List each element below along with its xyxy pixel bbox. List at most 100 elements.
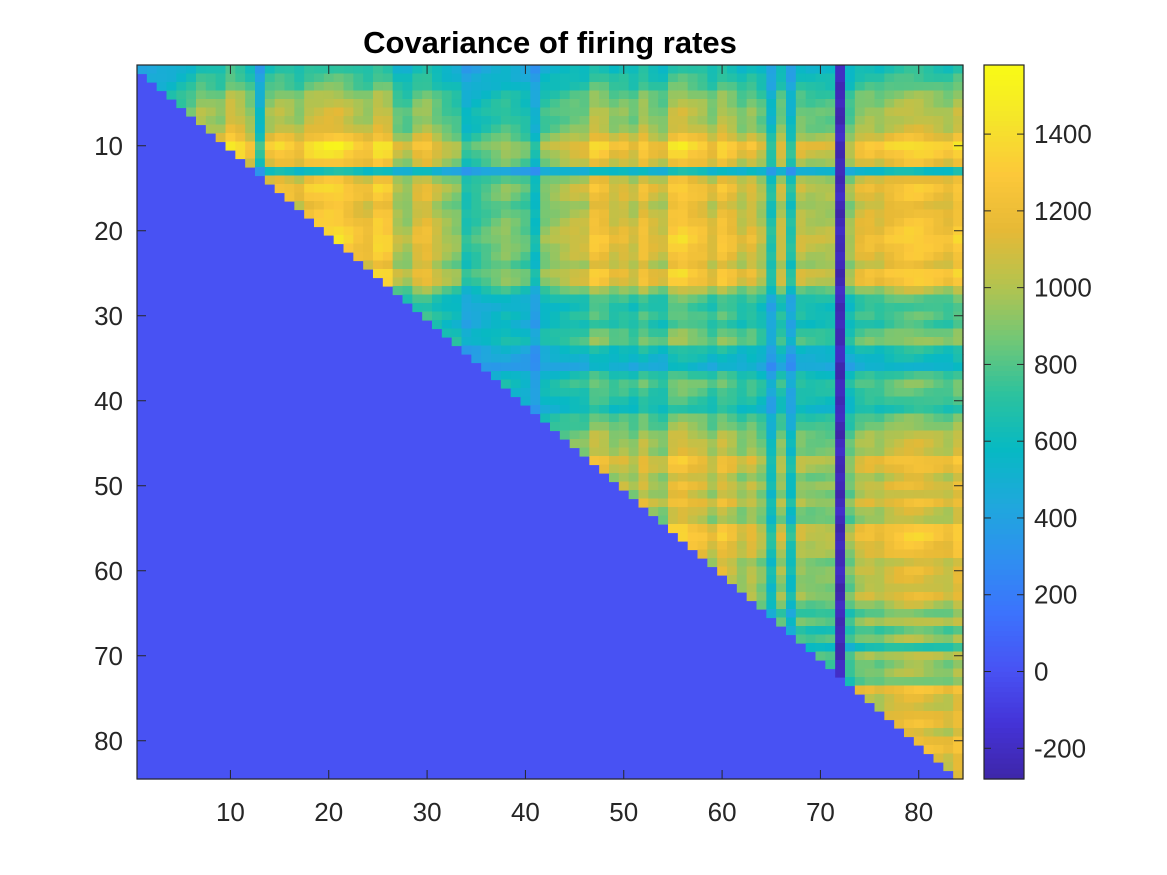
heatmap-cell — [815, 524, 826, 534]
heatmap-cell — [658, 481, 669, 491]
colorbar-segment — [984, 309, 1024, 316]
heatmap-cell — [923, 201, 935, 211]
heatmap-cell — [717, 464, 728, 474]
heatmap-cell — [618, 328, 630, 338]
heatmap-cell — [569, 226, 581, 236]
heatmap-cell — [559, 158, 571, 168]
heatmap-cell — [648, 286, 659, 296]
colorbar-segment — [984, 748, 1024, 755]
heatmap-cell — [894, 422, 905, 432]
heatmap-cell — [913, 473, 925, 483]
heatmap-cell — [559, 141, 571, 151]
heatmap-cell — [235, 150, 246, 160]
heatmap-cell — [786, 133, 797, 143]
heatmap-cell — [913, 277, 925, 287]
colorbar-segment — [984, 253, 1024, 260]
heatmap-cell — [864, 396, 876, 406]
heatmap-lower-row — [137, 549, 699, 559]
heatmap-cell — [805, 133, 817, 143]
heatmap-cell — [215, 133, 227, 143]
heatmap-cell — [933, 430, 944, 440]
heatmap-cell — [697, 73, 708, 83]
colorbar-segment — [984, 610, 1024, 617]
colorbar-segment — [984, 202, 1024, 209]
heatmap-cell — [648, 371, 659, 381]
heatmap-cell — [451, 124, 463, 134]
heatmap-cell — [854, 201, 866, 211]
heatmap-cell — [864, 430, 876, 440]
heatmap-cell — [717, 447, 728, 457]
heatmap-cell — [894, 379, 905, 389]
heatmap-cell — [550, 133, 561, 143]
heatmap-cell — [677, 218, 689, 228]
heatmap-cell — [786, 82, 797, 92]
heatmap-cell — [923, 515, 935, 525]
heatmap-cell — [953, 328, 964, 338]
colorbar-segment — [984, 620, 1024, 627]
heatmap-cell — [874, 260, 885, 270]
heatmap-cell — [540, 320, 551, 330]
heatmap-cell — [235, 82, 246, 92]
heatmap-cell — [491, 362, 502, 372]
heatmap-cell — [933, 736, 944, 746]
heatmap-cell — [677, 107, 689, 117]
heatmap-cell — [609, 116, 620, 126]
heatmap-cell — [894, 218, 905, 228]
heatmap-cell — [373, 99, 384, 109]
heatmap-cell — [687, 388, 699, 398]
heatmap-cell — [658, 515, 669, 525]
heatmap-cell — [923, 158, 935, 168]
heatmap-cell — [638, 354, 649, 364]
heatmap-cell — [510, 99, 522, 109]
heatmap-cell — [451, 141, 463, 151]
heatmap-cell — [628, 73, 640, 83]
heatmap-cell — [648, 337, 659, 347]
heatmap-cell — [736, 286, 748, 296]
heatmap-cell — [884, 226, 895, 236]
heatmap-cell — [353, 252, 364, 262]
heatmap-cell — [845, 354, 856, 364]
heatmap-cell — [510, 294, 522, 304]
heatmap-cell — [746, 396, 758, 406]
heatmap-cell — [854, 541, 866, 551]
heatmap-cell — [451, 90, 463, 100]
heatmap-cell — [294, 175, 305, 185]
heatmap-cell — [884, 303, 895, 313]
heatmap-cell — [894, 549, 905, 559]
heatmap-cell — [392, 209, 404, 219]
heatmap-cell — [618, 158, 630, 168]
heatmap-cell — [697, 396, 708, 406]
heatmap-cell — [776, 524, 787, 534]
heatmap-cell — [491, 235, 502, 245]
heatmap-cell — [766, 201, 777, 211]
heatmap-cell — [913, 379, 925, 389]
heatmap-cell — [894, 396, 905, 406]
heatmap-cell — [412, 192, 423, 202]
heatmap-cell — [943, 337, 954, 347]
heatmap-cell — [894, 541, 905, 551]
heatmap-cell — [717, 294, 728, 304]
heatmap-cell — [904, 592, 915, 602]
heatmap-cell — [786, 473, 797, 483]
heatmap-cell — [795, 456, 807, 466]
heatmap-cell — [668, 116, 679, 126]
heatmap-cell — [264, 116, 276, 126]
heatmap-cell — [707, 498, 718, 508]
heatmap-cell — [668, 192, 679, 202]
heatmap-cell — [648, 447, 659, 457]
colorbar-segment — [984, 182, 1024, 188]
heatmap-cell — [805, 209, 817, 219]
heatmap-cell — [884, 209, 895, 219]
heatmap-cell — [628, 175, 640, 185]
heatmap-cell — [943, 677, 954, 687]
heatmap-lower-row — [137, 702, 876, 712]
heatmap-cell — [559, 286, 571, 296]
heatmap-cell — [795, 286, 807, 296]
heatmap-cell — [904, 634, 915, 644]
heatmap-cell — [471, 150, 482, 160]
colorbar-segment — [984, 330, 1024, 336]
heatmap-cell — [786, 73, 797, 83]
heatmap-cell — [854, 473, 866, 483]
heatmap-cell — [648, 99, 659, 109]
